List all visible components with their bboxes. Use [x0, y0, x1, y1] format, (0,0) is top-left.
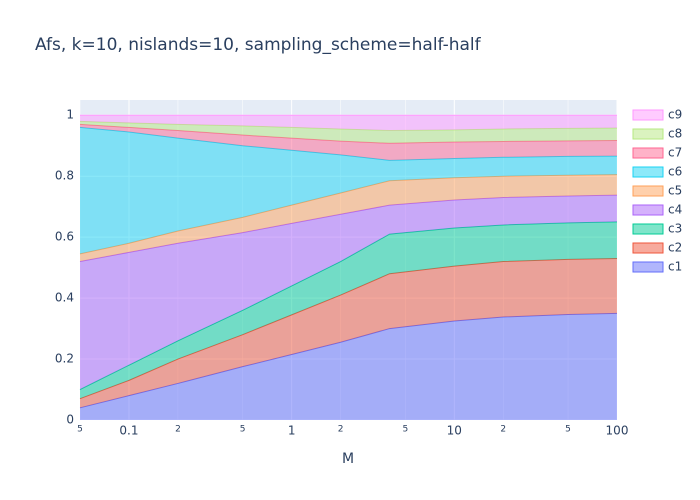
y-tick-label: 0.8: [55, 169, 74, 183]
legend-swatch: [632, 204, 664, 216]
legend-label: c7: [668, 146, 682, 160]
legend-swatch: [632, 166, 664, 178]
x-tick-label: 1: [288, 424, 296, 438]
legend-swatch: [632, 185, 664, 197]
area-fill: [80, 127, 617, 254]
legend-swatch: [632, 109, 664, 121]
legend-swatch: [632, 128, 664, 140]
x-tick-label: 2: [175, 425, 181, 435]
x-tick-label: 5: [402, 425, 408, 435]
x-axis-label: M: [342, 451, 354, 467]
legend-swatch: [632, 223, 664, 235]
x-tick-label: 5: [240, 425, 246, 435]
x-tick-label: 5: [77, 425, 83, 435]
y-tick-label: 0.4: [55, 291, 74, 305]
legend-label: c6: [668, 165, 682, 179]
x-tick-label: 5: [565, 425, 571, 435]
legend-swatch: [632, 261, 664, 273]
area-fill: [80, 313, 617, 420]
y-tick-label: 0.6: [55, 230, 74, 244]
area-fill: [80, 115, 617, 131]
legend-label: c8: [668, 127, 682, 141]
area-fill: [80, 174, 617, 262]
y-tick-label: 0.2: [55, 352, 74, 366]
legend-label: c4: [668, 203, 682, 217]
x-tick-label: 100: [606, 424, 629, 438]
legend-label: c3: [668, 222, 682, 236]
y-tick-label: 1: [66, 108, 74, 122]
legend-swatch: [632, 242, 664, 254]
chart-title: Afs, k=10, nislands=10, sampling_scheme=…: [35, 35, 482, 55]
x-tick-label: 0.1: [119, 424, 138, 438]
x-tick-label: 2: [338, 425, 344, 435]
x-tick-label: 10: [447, 424, 462, 438]
area-fill: [80, 195, 617, 390]
legend-label: c2: [668, 241, 682, 255]
y-tick-label: 0: [66, 413, 74, 427]
area-fill: [80, 121, 617, 144]
legend-label: c1: [668, 260, 682, 274]
x-tick-label: 2: [500, 425, 506, 435]
area-fill: [80, 258, 617, 408]
legend-label: c5: [668, 184, 682, 198]
legend-label: c9: [668, 108, 682, 122]
legend-swatch: [632, 147, 664, 159]
